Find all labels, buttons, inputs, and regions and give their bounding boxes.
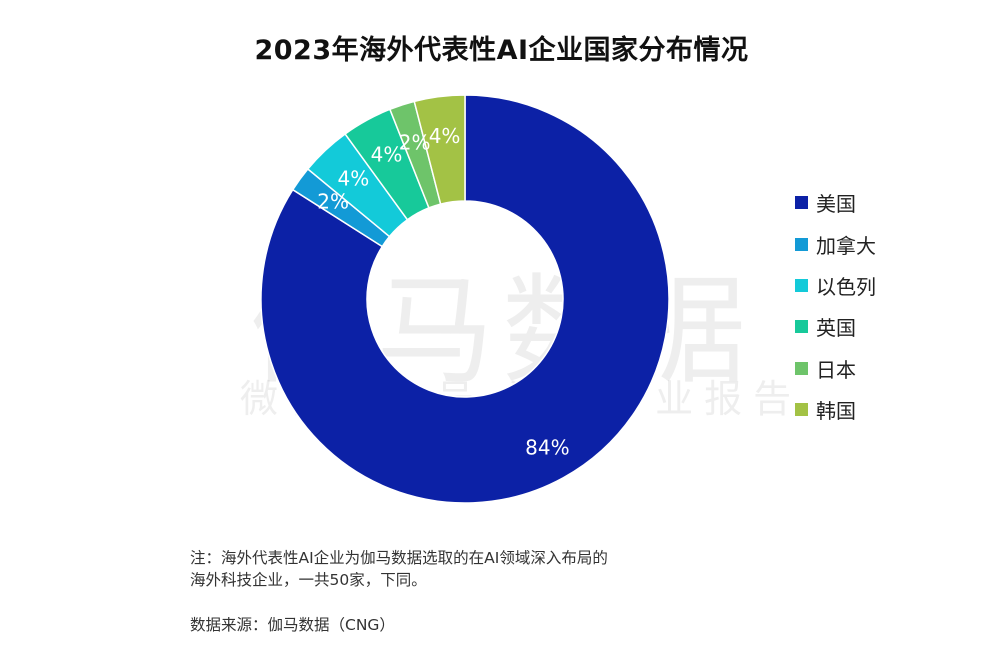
- donut-data-label-美国: 84%: [525, 435, 569, 459]
- donut-data-label-日本: 2%: [399, 130, 431, 154]
- donut-data-label-以色列: 4%: [338, 167, 370, 191]
- donut-data-labels: 84%2%4%4%2%4%: [317, 124, 569, 460]
- footnote: 注：海外代表性AI企业为伽马数据选取的在AI领域深入布局的 海外科技企业，一共5…: [190, 547, 790, 591]
- donut-slice-美国: [260, 94, 670, 504]
- legend-swatch: [795, 278, 808, 292]
- donut-slice-韩国: [413, 94, 466, 205]
- donut-data-label-英国: 4%: [371, 143, 403, 167]
- donut-data-label-韩国: 4%: [429, 124, 461, 148]
- legend-label: 美国: [816, 192, 856, 217]
- footnote-line-2: 海外科技企业，一共50家，下同。: [190, 571, 427, 589]
- legend-item-以色列: 以色列: [795, 265, 876, 306]
- legend-swatch: [795, 320, 808, 334]
- legend-item-韩国: 韩国: [795, 389, 876, 430]
- legend-item-加拿大: 加拿大: [795, 223, 876, 264]
- donut-data-label-加拿大: 2%: [317, 190, 349, 214]
- legend-label: 加拿大: [816, 233, 876, 258]
- legend-swatch: [795, 361, 808, 375]
- legend-swatch: [795, 196, 808, 210]
- data-source: 数据来源：伽马数据（CNG）: [190, 616, 395, 634]
- legend-swatch: [795, 237, 808, 251]
- legend-label: 日本: [816, 357, 856, 382]
- donut-slices: [260, 94, 670, 504]
- legend-swatch: [795, 403, 808, 417]
- legend-label: 英国: [816, 316, 856, 341]
- legend-label: 韩国: [816, 399, 856, 424]
- legend-item-美国: 美国: [795, 182, 876, 223]
- chart-title: 2023年海外代表性AI企业国家分布情况: [254, 35, 749, 66]
- legend-label: 以色列: [816, 274, 876, 299]
- legend-item-英国: 英国: [795, 306, 876, 347]
- chart-legend: 美国加拿大以色列英国日本韩国: [795, 182, 876, 430]
- legend-item-日本: 日本: [795, 348, 876, 389]
- footnote-line-1: 注：海外代表性AI企业为伽马数据选取的在AI领域深入布局的: [190, 549, 608, 567]
